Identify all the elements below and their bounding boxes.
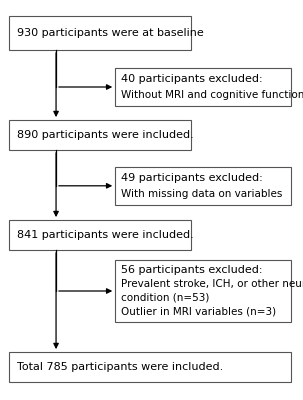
FancyBboxPatch shape [115, 68, 291, 106]
Text: 930 participants were at baseline: 930 participants were at baseline [17, 28, 203, 38]
Text: Prevalent stroke, ICH, or other neurological: Prevalent stroke, ICH, or other neurolog… [121, 279, 303, 289]
Text: With missing data on variables: With missing data on variables [121, 189, 283, 199]
Text: condition (n=53): condition (n=53) [121, 293, 210, 303]
FancyBboxPatch shape [115, 260, 291, 322]
Text: 841 participants were included.: 841 participants were included. [17, 230, 193, 240]
Text: Total 785 participants were included.: Total 785 participants were included. [17, 362, 223, 372]
FancyBboxPatch shape [9, 352, 291, 382]
FancyBboxPatch shape [115, 167, 291, 205]
Text: 40 participants excluded:: 40 participants excluded: [121, 74, 263, 84]
FancyBboxPatch shape [9, 120, 191, 150]
Text: 49 participants excluded:: 49 participants excluded: [121, 173, 263, 183]
Text: 56 participants excluded:: 56 participants excluded: [121, 265, 263, 275]
Text: 890 participants were included.: 890 participants were included. [17, 130, 193, 140]
FancyBboxPatch shape [9, 16, 191, 50]
Text: Outlier in MRI variables (n=3): Outlier in MRI variables (n=3) [121, 307, 276, 317]
FancyBboxPatch shape [9, 220, 191, 250]
Text: Without MRI and cognitive function test: Without MRI and cognitive function test [121, 90, 303, 100]
